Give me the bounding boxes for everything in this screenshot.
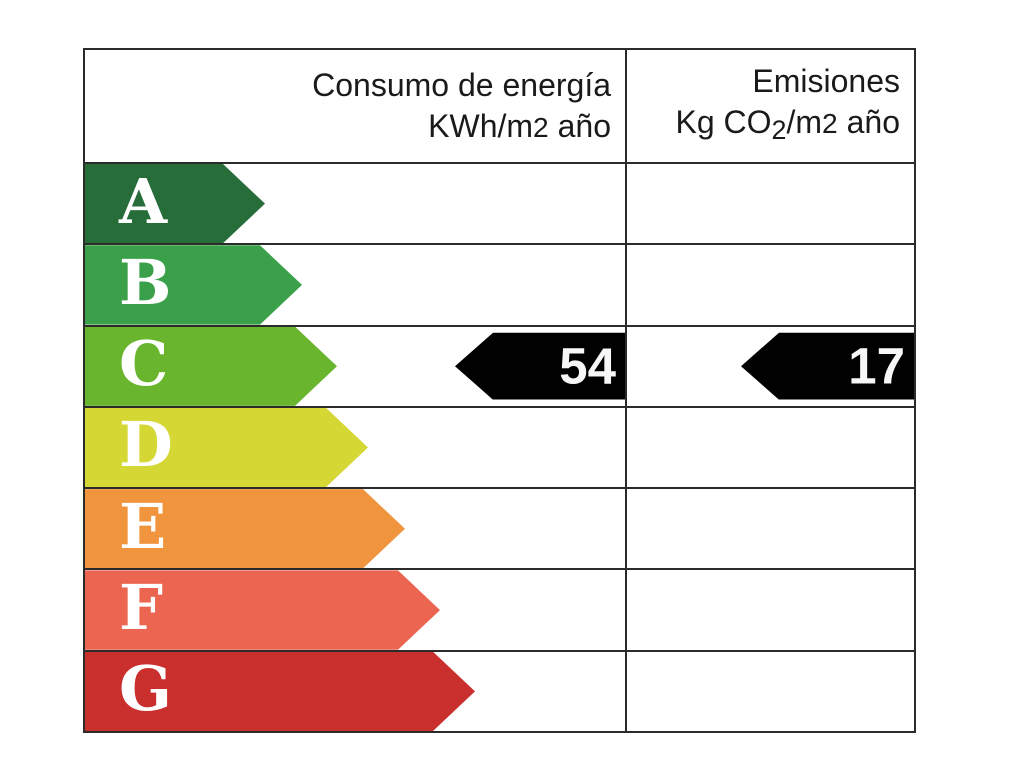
emissions-unit-suffix: año	[837, 104, 900, 141]
row-a-consumption-cell: A	[85, 162, 625, 244]
rating-letter-d: D	[119, 408, 173, 482]
row-c-emissions-cell: 17	[625, 324, 914, 406]
row-b-emissions-cell	[625, 243, 914, 325]
row-e-emissions-cell	[625, 487, 914, 569]
emissions-unit-exponent: 2	[822, 108, 838, 140]
rating-letter-a: A	[119, 164, 168, 238]
rating-letter-c: C	[119, 327, 169, 401]
rating-letter-b: B	[119, 245, 172, 319]
consumption-unit-exponent: 2	[533, 111, 549, 143]
consumption-value: 54	[559, 337, 616, 395]
row-b-consumption-cell: B	[85, 243, 625, 325]
consumption-header-line2: KWh/m2 año	[428, 106, 611, 148]
rating-letter-f: F	[119, 571, 164, 645]
rating-arrow-e: E	[85, 489, 405, 568]
row-f-consumption-cell: F	[85, 568, 625, 650]
emissions-header: Emisiones Kg CO2/m2 año	[625, 50, 914, 162]
emissions-header-line1: Emisiones	[752, 63, 900, 100]
rating-arrow-c: C	[85, 327, 337, 406]
row-d-consumption-cell: D	[85, 405, 625, 488]
row-d-emissions-cell	[625, 405, 914, 488]
emissions-co2-subscript: 2	[771, 114, 787, 145]
rating-arrow-d: D	[85, 408, 368, 487]
row-a-emissions-cell	[625, 162, 914, 244]
rating-arrow-f: F	[85, 570, 440, 649]
emissions-header-line2: Kg CO2/m2 año	[676, 102, 900, 151]
energy-rating-label: Consumo de energía KWh/m2 año Emisiones …	[83, 48, 916, 733]
consumption-header-line1: Consumo de energía	[312, 66, 611, 103]
row-c-consumption-cell: C 54	[85, 324, 625, 406]
rating-arrow-a: A	[85, 164, 265, 243]
row-g-emissions-cell	[625, 649, 914, 731]
consumption-unit-suffix: año	[548, 107, 611, 144]
consumption-unit-text: KWh/m	[428, 107, 534, 144]
row-f-emissions-cell	[625, 568, 914, 650]
consumption-header: Consumo de energía KWh/m2 año	[85, 50, 625, 162]
rating-letter-e: E	[119, 489, 167, 563]
row-g-consumption-cell: G	[85, 649, 625, 731]
rating-letter-g: G	[119, 652, 172, 726]
row-e-consumption-cell: E	[85, 487, 625, 569]
rating-arrow-b: B	[85, 245, 302, 324]
rating-arrow-g: G	[85, 652, 475, 731]
emissions-indicator-arrow: 17	[741, 332, 914, 400]
consumption-indicator-arrow: 54	[455, 332, 625, 400]
emissions-unit-text: Kg CO	[675, 104, 772, 141]
emissions-value: 17	[848, 337, 905, 395]
emissions-unit-mid: /m	[786, 104, 823, 141]
